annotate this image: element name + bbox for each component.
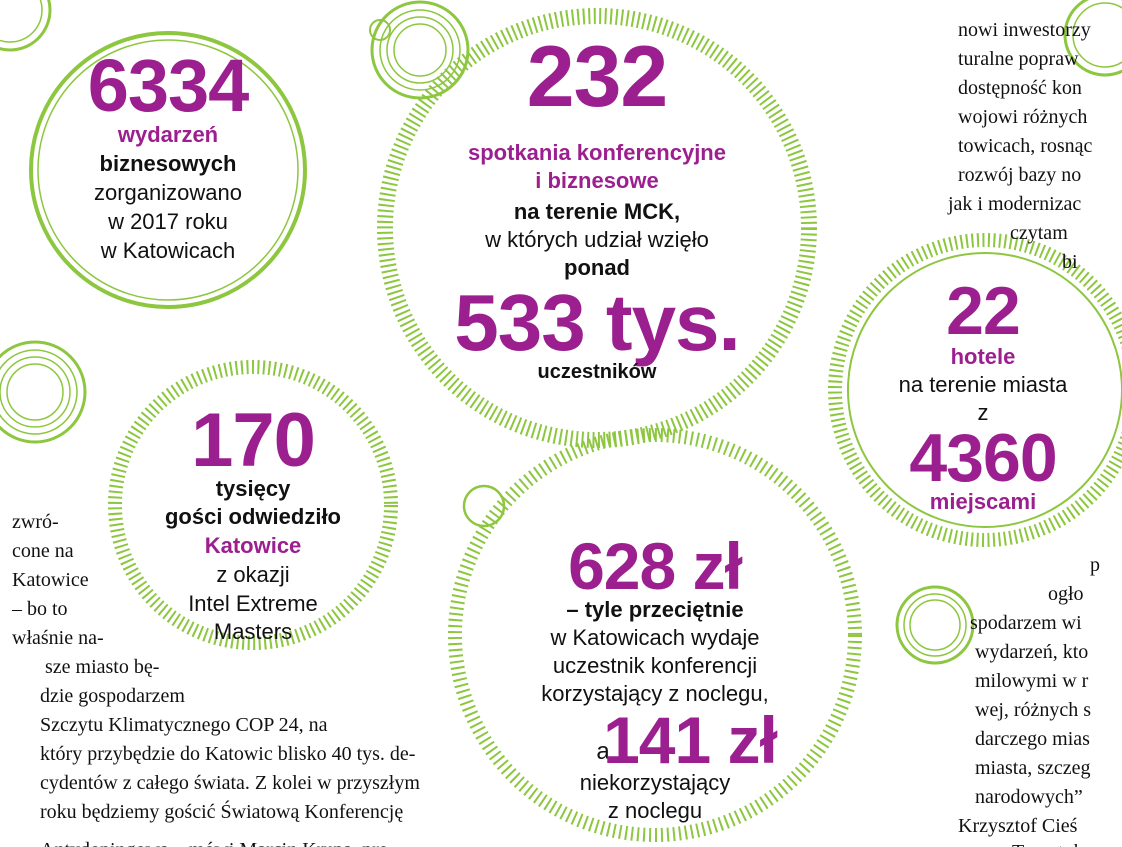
body-text-line: Katowice	[12, 569, 89, 591]
body-text-line: Turystyka	[1012, 841, 1093, 847]
stat-number: 22	[946, 273, 1020, 349]
stat-number: 232	[527, 29, 668, 125]
stat-number: 533 tys.	[454, 278, 740, 367]
ring-ornament	[370, 0, 470, 100]
stat-text: na terenie miasta	[899, 372, 1069, 397]
stat-text: w Katowicach	[100, 238, 236, 263]
circle-frame	[828, 233, 1122, 547]
body-text-line: zwró-	[12, 511, 59, 533]
body-text-line: wej, różnych s	[975, 699, 1091, 721]
ring-ornament	[0, 0, 52, 52]
stat-number: 170	[191, 398, 315, 483]
stat-text: tysięcy	[216, 476, 291, 501]
body-text-line: dostępność kon	[958, 77, 1082, 99]
body-text-line: sze miasto bę-	[45, 656, 159, 678]
body-text-line: milowymi w r	[975, 670, 1089, 692]
stat-text: wydarzeń	[117, 122, 218, 147]
small-ring	[462, 484, 506, 528]
circle-frame	[29, 31, 307, 309]
body-text-line: Krzysztof Cieś	[958, 815, 1078, 837]
body-text-line: który przybędzie do Katowic blisko 40 ty…	[40, 743, 415, 765]
body-text-line: cone na	[12, 540, 74, 562]
stat-number: 628 zł	[568, 529, 742, 603]
stat-number: 4360	[909, 420, 1056, 496]
body-text-line: roku będziemy gościć Światową Konferencj…	[40, 799, 403, 823]
circle-frame	[377, 8, 817, 448]
body-text-line: nowi inwestorzy	[958, 19, 1091, 41]
body-text-line: jak i modernizac	[947, 193, 1081, 215]
stat-text: spotkania konferencyjne	[468, 140, 726, 165]
body-text-line: darczego mias	[975, 728, 1090, 750]
body-text-line: dzie gospodarzem	[40, 685, 185, 707]
stat-text: w 2017 roku	[107, 209, 228, 234]
stat-text: niekorzystający	[580, 770, 730, 795]
stat-text: korzystający z noclegu,	[541, 681, 768, 706]
body-text-line: miasta, szczeg	[975, 757, 1091, 779]
body-text-line: narodowych”	[975, 786, 1083, 808]
stat-text: biznesowych	[100, 151, 237, 176]
stat-text: gości odwiedziło	[165, 504, 341, 529]
body-text-line: p	[1090, 554, 1100, 576]
stat-text: Katowice	[205, 533, 302, 558]
stat-text: miejscami	[930, 489, 1036, 514]
body-text-line: towicach, rosnąc	[958, 135, 1093, 157]
stat-text: Masters	[214, 619, 292, 644]
stat-text: – tyle przeciętnie	[566, 597, 743, 622]
ring-ornament	[1063, 0, 1122, 77]
stat-text: z	[978, 400, 989, 425]
stat-text: hotele	[951, 344, 1016, 369]
stat-number: 141 zł	[603, 703, 777, 777]
stat-text: uczestników	[538, 361, 657, 383]
small-ring	[369, 19, 391, 41]
ring-ornament	[0, 340, 87, 444]
body-text-line: właśnie na-	[12, 627, 104, 649]
body-text-line: ogło	[1048, 583, 1084, 605]
ring-ornament	[895, 585, 975, 665]
stat-text: na terenie MCK,	[514, 199, 680, 224]
stat-text: z okazji	[216, 562, 289, 587]
body-text-line: wydarzeń, kto	[975, 641, 1088, 663]
body-text-line: cydentów z całego świata. Z kolei w przy…	[40, 772, 420, 794]
body-text-line: bi	[1062, 251, 1078, 273]
stat-number: 6334	[88, 44, 249, 127]
body-text-line: spodarzem wi	[970, 612, 1082, 634]
stat-text: uczestnik konferencji	[553, 653, 757, 678]
body-text-line: czytam	[1010, 222, 1068, 244]
circle-frame	[108, 360, 398, 650]
stat-text: Intel Extreme	[188, 591, 318, 616]
circle-frame	[448, 428, 862, 842]
stat-text: ponad	[564, 255, 630, 280]
stat-text: z noclegu	[608, 798, 702, 823]
stat-text: w których udział wzięło	[484, 227, 709, 252]
body-text-line: – bo to	[11, 598, 68, 620]
stat-text: i biznesowe	[535, 168, 658, 193]
body-text-line: wojowi różnych	[958, 106, 1087, 128]
stat-text: a	[596, 738, 610, 765]
body-text-line: rozwój bazy no	[958, 164, 1081, 186]
body-text-line: Antydopingową – mówi Marcin Krupa, pre-	[40, 839, 394, 847]
stat-text: w Katowicach wydaje	[549, 625, 759, 650]
body-text-line: turalne popraw	[958, 48, 1079, 70]
body-text-line: Szczytu Klimatycznego COP 24, na	[40, 714, 328, 736]
stat-text: zorganizowano	[94, 180, 242, 205]
